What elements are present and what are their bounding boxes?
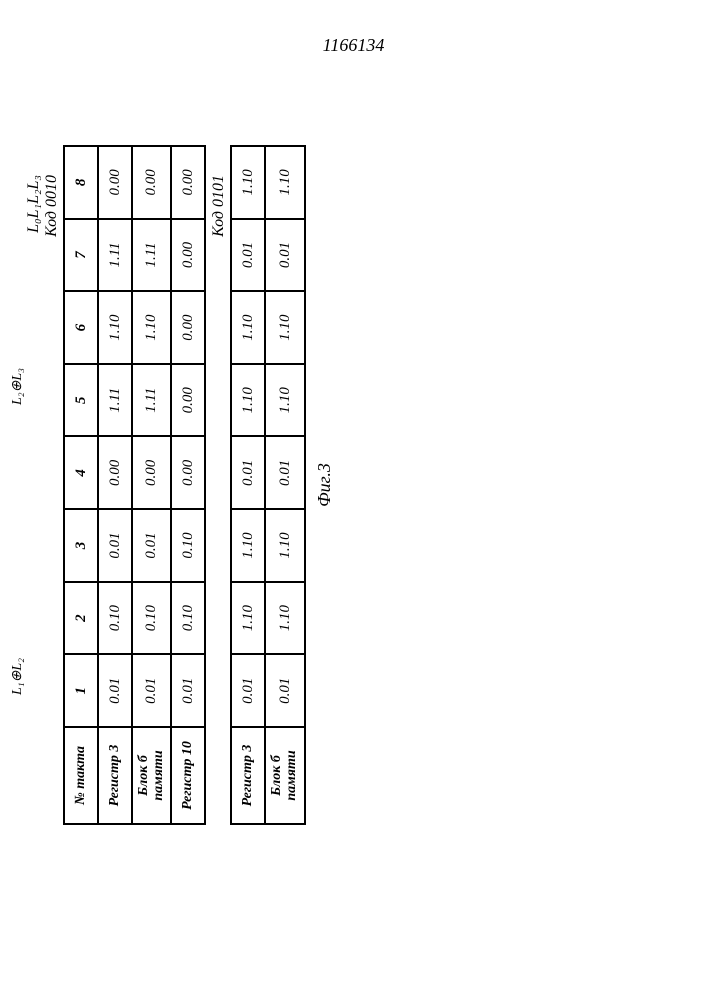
data-cell: 0.01 [231,654,265,727]
data-cell: 0.01 [231,437,265,510]
data-cell: 1.10 [231,364,265,437]
data-cell: 1.10 [231,291,265,364]
document-number: 1166134 [0,35,707,56]
header-cell: 8 [64,146,98,219]
header-cell: 7 [64,219,98,292]
data-cell: 1.10 [231,146,265,219]
data-cell: 0.01 [265,437,304,510]
data-cell: 0.00 [171,437,205,510]
data-cell: 1.10 [265,582,304,655]
data-cell: 1.10 [231,509,265,582]
row-label: Регистр 3 [231,727,265,824]
data-cell: 1.10 [231,582,265,655]
seg-label-2: L₂⊕L₃ [9,368,26,405]
mid-label: Код 0101 [210,145,228,825]
table-row: Регистр 3 0.01 0.10 0.01 0.00 1.11 1.10 … [98,146,132,824]
header-cell: 3 [64,509,98,582]
row-label: Блок б памяти [132,727,171,824]
figure-label: Фиг.3 [314,145,335,825]
top-annotation: L₀L₁L₂L₃ Код 0010 [25,145,61,825]
table-area: L₀L₁L₂L₃ Код 0010 № такта 1 2 3 4 5 6 7 … [25,145,335,825]
data-cell: 0.10 [98,582,132,655]
seg-label-1: L₁⊕L₂ [9,658,26,695]
table-row: Блок б памяти 0.01 0.10 0.01 0.00 1.11 1… [132,146,171,824]
data-cell: 1.10 [132,291,171,364]
table-2: Регистр 3 0.01 1.10 1.10 0.01 1.10 1.10 … [230,145,305,825]
data-cell: 0.01 [132,654,171,727]
data-cell: 0.01 [98,654,132,727]
data-cell: 0.10 [171,509,205,582]
table-row: Блок б памяти 0.01 1.10 1.10 0.01 1.10 1… [265,146,304,824]
header-cell: 5 [64,364,98,437]
data-cell: 1.10 [265,291,304,364]
data-cell: 0.00 [132,437,171,510]
data-cell: 0.01 [132,509,171,582]
data-cell: 0.00 [98,146,132,219]
data-cell: 0.00 [171,291,205,364]
data-cell: 1.10 [98,291,132,364]
row-label: Регистр 3 [98,727,132,824]
header-cell: 1 [64,654,98,727]
data-cell: 0.10 [171,582,205,655]
data-cell: 1.11 [132,219,171,292]
table-row: № такта 1 2 3 4 5 6 7 8 [64,146,98,824]
row-label: Регистр 10 [171,727,205,824]
data-cell: 1.11 [98,364,132,437]
header-cell: № такта [64,727,98,824]
data-cell: 0.01 [265,654,304,727]
data-cell: 0.00 [171,364,205,437]
header-cell: 4 [64,437,98,510]
data-cell: 0.10 [132,582,171,655]
data-cell: 0.00 [132,146,171,219]
table-row: Регистр 3 0.01 1.10 1.10 0.01 1.10 1.10 … [231,146,265,824]
row-label: Блок б памяти [265,727,304,824]
data-cell: 1.10 [265,509,304,582]
data-cell: 0.01 [231,219,265,292]
rotated-content: 14 15 16 [0,265,707,735]
data-cell: 1.10 [265,364,304,437]
table-1: № такта 1 2 3 4 5 6 7 8 Регистр 3 0.01 0… [63,145,206,825]
data-cell: 0.01 [265,219,304,292]
data-cell: 0.01 [98,509,132,582]
data-cell: 1.11 [132,364,171,437]
table-row: Регистр 10 0.01 0.10 0.10 0.00 0.00 0.00… [171,146,205,824]
header-cell: 6 [64,291,98,364]
data-cell: 1.10 [265,146,304,219]
data-cell: 0.00 [171,219,205,292]
data-cell: 1.11 [98,219,132,292]
header-cell: 2 [64,582,98,655]
data-cell: 0.01 [171,654,205,727]
data-cell: 0.00 [98,437,132,510]
data-cell: 0.00 [171,146,205,219]
